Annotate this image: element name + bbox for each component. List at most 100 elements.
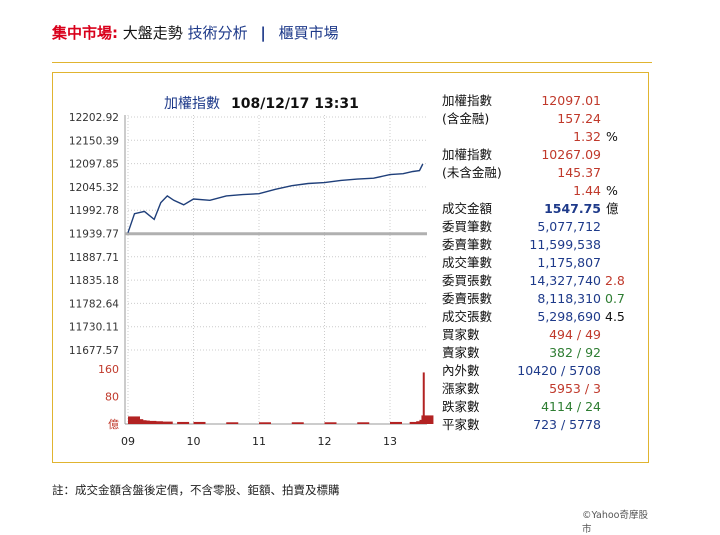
y-tick-label: 12097.85 [69,159,119,171]
stat-value: 5,298,690 [537,309,601,324]
stat-label: 成交金額 [442,201,493,216]
stat-row: 1.32% [442,128,642,146]
stat-label: 平家數 [442,417,480,432]
stat-label: 加權指數 [442,147,493,162]
stat-label: 跌家數 [442,399,480,414]
volume-bar [291,422,304,424]
stat-value: 4114 / 24 [541,399,601,414]
index-series-line [127,163,424,233]
nav-tech-analysis-link[interactable]: 技術分析 [187,24,248,42]
stat-row: 跌家數 4114 / 24 [442,398,642,416]
stat-label: 加權指數 [442,93,493,108]
x-tick-label: 11 [252,435,266,448]
x-tick-label: 10 [187,435,201,448]
y-tick-label: 12045.32 [69,182,119,194]
y-tick-label: 12202.92 [69,112,119,124]
stat-ratio: 2.8 [605,273,625,288]
stat-unit: 億 [606,201,619,216]
index-chart: 加權指數 108/12/17 13:31 12202.9212150.39120… [69,96,434,448]
stat-row: 漲家數 5953 / 3 [442,380,642,398]
volume-bar [226,422,239,424]
stat-value: 8,118,310 [537,291,601,306]
volume-bar [259,422,271,424]
stat-label: 內外數 [442,363,480,378]
stat-row: 加權指數 12097.01 [442,92,642,110]
y-tick-label: 12150.39 [69,135,119,147]
stat-label: 買家數 [442,327,480,342]
nav-lead-label: 集中市場: [52,24,118,42]
stat-label: (未含金融) [442,165,502,180]
stat-value: 157.24 [557,111,601,126]
y-tick-label: 11887.71 [69,252,119,264]
stat-label: 成交筆數 [442,255,493,270]
y-tick-label: 11835.18 [69,275,119,287]
volume-bar [150,421,163,424]
footnote: 註：成交金額含盤後定價，不含零股、鉅額、拍賣及標購 [52,483,340,497]
volume-bar [193,421,206,424]
volume-bar [177,421,190,424]
stat-row: 1.44% [442,182,642,200]
nav-otc-market-link[interactable]: 櫃買市場 [278,24,339,42]
volume-bar [137,420,150,424]
volume-bar [144,420,157,424]
stat-value: 1.44 [573,183,601,198]
volume-tick-label: 億 [108,418,119,431]
stat-row: 委賣張數 8,118,310 0.7 [442,290,642,308]
volume-bar [357,422,370,424]
stat-row: (含金融) 157.24 [442,110,642,128]
stat-value: 12097.01 [541,93,601,108]
volume-bar [422,372,425,424]
stat-value: 382 / 92 [549,345,601,360]
stat-value: 1547.75 [544,201,601,216]
stat-row: 買家數 494 / 49 [442,326,642,344]
volume-tick-label: 80 [105,391,119,404]
y-tick-label: 11939.77 [69,229,119,241]
stat-label: 委買張數 [442,273,493,288]
stat-value: 145.37 [557,165,601,180]
x-tick-label: 12 [318,435,332,448]
stat-value: 1,175,807 [537,255,601,270]
volume-bar [409,421,422,424]
volume-bar [324,422,337,424]
stat-row: 加權指數 10267.09 [442,146,642,164]
chart-timestamp: 108/12/17 13:31 [231,96,359,112]
stat-value: 723 / 5778 [533,417,601,432]
stat-label: (含金融) [442,111,490,126]
stat-row: 委買筆數 5,077,712 [442,218,642,236]
y-tick-label: 11730.11 [69,322,119,334]
stat-row: 平家數 723 / 5778 [442,416,642,434]
stat-unit: % [606,129,618,144]
stat-label: 成交張數 [442,309,493,324]
header-divider [52,62,652,63]
stat-row: (未含金融) 145.37 [442,164,642,182]
stat-label: 漲家數 [442,381,480,396]
stat-row: 成交金額 1547.75 億 [442,200,642,218]
x-tick-label: 09 [121,435,135,448]
stat-ratio: 4.5 [605,309,625,324]
market-nav: 集中市場: 大盤走勢 技術分析 | 櫃買市場 [52,22,339,43]
y-tick-label: 11677.57 [69,345,119,357]
stat-row: 內外數 10420 / 5708 [442,362,642,380]
stat-label: 委賣筆數 [442,237,493,252]
y-tick-label: 11782.64 [69,298,119,310]
stat-value: 494 / 49 [549,327,601,342]
stat-row: 委賣筆數 11,599,538 [442,236,642,254]
nav-current-page: 大盤走勢 [122,24,183,42]
volume-bar [390,421,402,424]
stat-value: 14,327,740 [529,273,601,288]
stat-row: 賣家數 382 / 92 [442,344,642,362]
stat-row: 成交筆數 1,175,807 [442,254,642,272]
stat-value: 10267.09 [541,147,601,162]
stat-ratio: 0.7 [605,291,625,306]
stat-label: 委買筆數 [442,219,493,234]
stat-unit: % [606,183,618,198]
stat-label: 委賣張數 [442,291,493,306]
volume-bar [160,421,173,424]
stat-row: 委買張數 14,327,740 2.8 [442,272,642,290]
chart-title: 加權指數 [164,96,220,112]
source-credit: ©Yahoo奇摩股市 [582,510,648,535]
stat-value: 5,077,712 [537,219,601,234]
stat-value: 10420 / 5708 [517,363,601,378]
x-tick-label: 13 [383,435,397,448]
chart-panel: 加權指數 108/12/17 13:31 12202.92 12150.39 120… [52,72,649,535]
